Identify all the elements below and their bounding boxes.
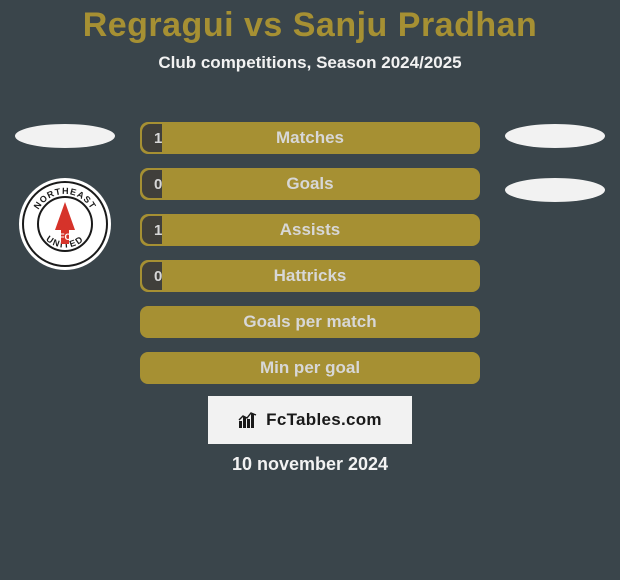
player-avatar-left bbox=[15, 124, 115, 148]
stat-bar-matches: 1 Matches bbox=[140, 122, 480, 154]
stat-label: Min per goal bbox=[142, 354, 478, 382]
stat-bar-hattricks: 0 Hattricks bbox=[140, 260, 480, 292]
stat-label: Assists bbox=[142, 216, 478, 244]
left-column: NORTHEAST UNITED FC bbox=[10, 124, 120, 270]
stat-label: Hattricks bbox=[142, 262, 478, 290]
stat-label: Matches bbox=[142, 124, 478, 152]
stat-bars: 1 Matches 0 Goals 1 Assists 0 Hattricks … bbox=[140, 122, 480, 398]
player-avatar-right bbox=[505, 124, 605, 148]
right-column bbox=[500, 124, 610, 232]
club-badge-right bbox=[505, 178, 605, 202]
brand-text: FcTables.com bbox=[266, 410, 382, 430]
stat-label: Goals per match bbox=[142, 308, 478, 336]
stat-bar-goals-per-match: Goals per match bbox=[140, 306, 480, 338]
fctables-logo-icon bbox=[238, 411, 260, 429]
page-title: Regragui vs Sanju Pradhan bbox=[0, 0, 620, 45]
stat-label: Goals bbox=[142, 170, 478, 198]
club-badge-left: NORTHEAST UNITED FC bbox=[19, 178, 111, 270]
date-text: 10 november 2024 bbox=[0, 454, 620, 475]
brand-badge: FcTables.com bbox=[208, 396, 412, 444]
northeast-united-badge-icon: NORTHEAST UNITED FC bbox=[19, 178, 111, 270]
svg-text:FC: FC bbox=[59, 232, 71, 242]
comparison-card: Regragui vs Sanju Pradhan Club competiti… bbox=[0, 0, 620, 580]
stat-bar-goals: 0 Goals bbox=[140, 168, 480, 200]
stat-bar-assists: 1 Assists bbox=[140, 214, 480, 246]
subtitle: Club competitions, Season 2024/2025 bbox=[0, 53, 620, 73]
stat-bar-min-per-goal: Min per goal bbox=[140, 352, 480, 384]
